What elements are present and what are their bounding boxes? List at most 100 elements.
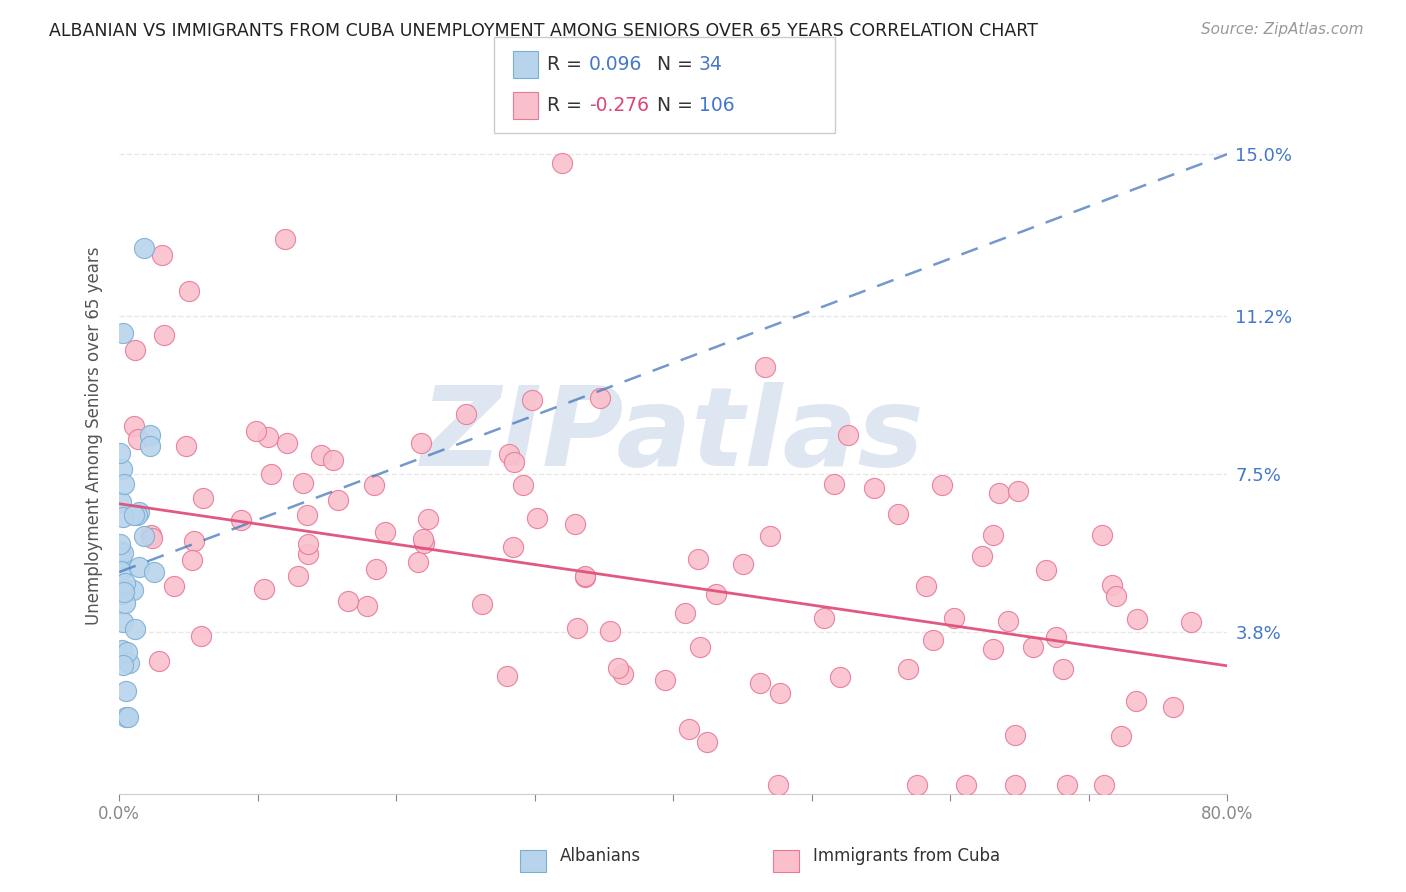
Point	[1004, 728, 1026, 742]
Point	[336, 593, 359, 607]
Point	[1045, 631, 1067, 645]
Point	[139, 439, 162, 453]
Point	[287, 569, 309, 583]
Point	[114, 596, 136, 610]
Point	[122, 418, 145, 433]
Point	[174, 439, 197, 453]
Point	[418, 512, 440, 526]
Point	[111, 510, 134, 524]
Point	[1091, 527, 1114, 541]
Point	[111, 462, 134, 476]
Text: 106: 106	[699, 95, 734, 115]
Text: N =: N =	[657, 95, 699, 115]
Point	[503, 455, 526, 469]
Point	[567, 621, 589, 635]
Point	[1007, 484, 1029, 499]
Point	[111, 587, 134, 601]
Point	[943, 611, 966, 625]
Point	[1180, 615, 1202, 630]
Point	[704, 587, 727, 601]
Point	[114, 576, 136, 591]
Point	[689, 640, 711, 654]
Point	[128, 559, 150, 574]
Text: R =: R =	[547, 54, 588, 74]
Point	[686, 552, 709, 566]
Point	[612, 667, 634, 681]
Point	[328, 493, 350, 508]
Point	[374, 525, 396, 540]
Point	[257, 430, 280, 444]
Point	[153, 328, 176, 343]
Point	[574, 569, 596, 583]
Point	[914, 579, 936, 593]
Point	[607, 661, 630, 675]
Point	[502, 540, 524, 554]
Text: 0.096: 0.096	[589, 54, 643, 74]
Point	[322, 453, 344, 467]
Point	[124, 623, 146, 637]
Point	[309, 448, 332, 462]
Text: N =: N =	[657, 54, 699, 74]
Point	[768, 778, 790, 792]
Text: R =: R =	[547, 95, 588, 115]
Point	[253, 582, 276, 596]
Point	[406, 555, 429, 569]
Point	[112, 326, 135, 341]
Point	[673, 607, 696, 621]
Point	[1035, 563, 1057, 577]
Point	[114, 684, 136, 698]
Point	[733, 557, 755, 571]
Point	[589, 391, 612, 405]
Point	[110, 494, 132, 508]
Point	[599, 624, 621, 638]
Point	[364, 562, 387, 576]
Point	[1022, 640, 1045, 654]
Point	[837, 428, 859, 442]
Point	[654, 673, 676, 687]
Point	[412, 532, 434, 546]
Point	[1125, 694, 1147, 708]
Point	[139, 528, 162, 542]
Point	[117, 710, 139, 724]
Text: Albanians: Albanians	[560, 847, 641, 865]
Point	[295, 508, 318, 522]
Point	[905, 778, 928, 792]
Text: ALBANIAN VS IMMIGRANTS FROM CUBA UNEMPLOYMENT AMONG SENIORS OVER 65 YEARS CORREL: ALBANIAN VS IMMIGRANTS FROM CUBA UNEMPLO…	[49, 22, 1038, 40]
Point	[112, 585, 135, 599]
Point	[1092, 778, 1115, 792]
Point	[229, 513, 252, 527]
Point	[142, 566, 165, 580]
Point	[748, 675, 770, 690]
Point	[863, 481, 886, 495]
Point	[110, 564, 132, 578]
Point	[150, 248, 173, 262]
Point	[495, 669, 517, 683]
Point	[828, 670, 851, 684]
Point	[412, 536, 434, 550]
Point	[759, 529, 782, 543]
Point	[471, 597, 494, 611]
Point	[134, 241, 156, 255]
Point	[1126, 611, 1149, 625]
Point	[183, 534, 205, 549]
Point	[111, 615, 134, 629]
Point	[823, 476, 845, 491]
Point	[122, 508, 145, 522]
Point	[245, 424, 267, 438]
Point	[981, 528, 1004, 542]
Point	[110, 551, 132, 566]
Point	[108, 537, 131, 551]
Point	[274, 232, 297, 246]
Text: Source: ZipAtlas.com: Source: ZipAtlas.com	[1201, 22, 1364, 37]
Point	[456, 407, 478, 421]
Point	[409, 436, 432, 450]
Point	[139, 428, 162, 442]
Point	[297, 537, 319, 551]
Point	[191, 491, 214, 506]
Point	[498, 447, 520, 461]
Point	[564, 516, 586, 531]
Point	[141, 531, 163, 545]
Point	[124, 343, 146, 357]
Point	[1109, 730, 1132, 744]
Point	[111, 546, 134, 560]
